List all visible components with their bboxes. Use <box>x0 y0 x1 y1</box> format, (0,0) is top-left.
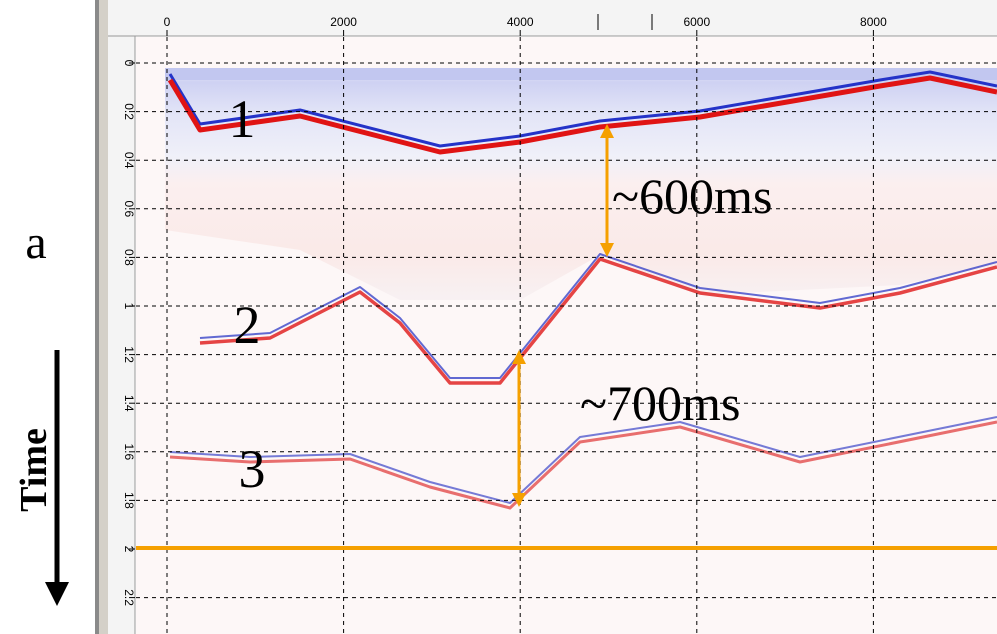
y-tick-label: 0.4 <box>122 152 136 169</box>
frame <box>99 0 108 634</box>
left-ruler <box>108 36 135 634</box>
y-tick-label: 2.2 <box>122 589 136 606</box>
x-tick-label: 4000 <box>507 15 534 29</box>
horizon-label: 2 <box>234 295 261 355</box>
y-tick-label: 1 <box>122 303 136 310</box>
y-tick-label: 2 <box>122 546 136 553</box>
horizon-label: 1 <box>229 89 256 149</box>
time-label: Time <box>13 428 55 512</box>
x-tick-label: 0 <box>164 15 171 29</box>
x-tick-label: 2000 <box>330 15 357 29</box>
horizon-label: 3 <box>239 439 266 499</box>
frame <box>95 0 99 634</box>
y-tick-label: 1.4 <box>122 395 136 412</box>
x-tick-label: 8000 <box>860 15 887 29</box>
y-tick-label: 1.8 <box>122 492 136 509</box>
y-tick-label: 0.2 <box>122 103 136 120</box>
y-tick-label: 1.2 <box>122 346 136 363</box>
y-tick-label: 1.6 <box>122 443 136 460</box>
x-tick-label: 6000 <box>683 15 710 29</box>
figure: a Time 1 2 3 ~600ms ~700ms 0 2000 4000 6000… <box>0 0 997 634</box>
panel-label: a <box>25 216 46 269</box>
y-tick-label: 0.8 <box>122 249 136 266</box>
seismic-top <box>165 68 997 80</box>
annotation: ~700ms <box>580 375 740 431</box>
y-tick-label: 0 <box>122 60 136 67</box>
time-arrowhead <box>45 582 69 606</box>
annotation: ~600ms <box>612 168 772 224</box>
y-tick-label: 0.6 <box>122 200 136 217</box>
